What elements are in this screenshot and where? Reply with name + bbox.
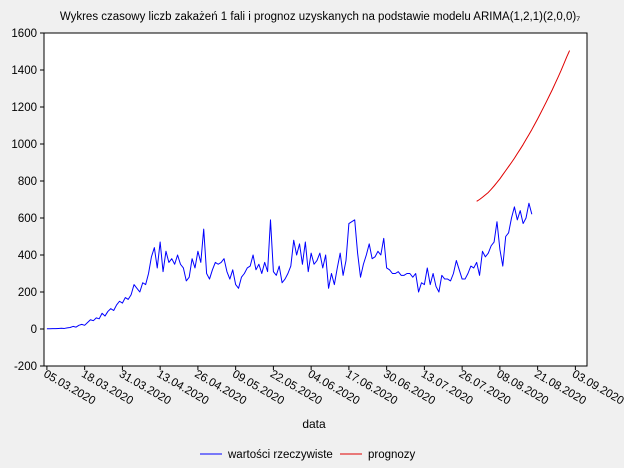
legend-label-0: wartości rzeczywiste — [227, 449, 333, 461]
chart-title: Wykres czasowy liczb zakażeń 1 fali i pr… — [60, 11, 580, 23]
y-tick-label: 800 — [18, 176, 37, 188]
y-tick-label: 0 — [31, 324, 37, 336]
y-axis: -200 0 200 400 600 800 1000 1200 1400 1600 — [11, 28, 44, 373]
x-axis-label: data — [302, 417, 326, 431]
y-tick-label: 1600 — [11, 28, 37, 40]
y-tick-label: 200 — [18, 287, 37, 299]
y-tick-label: 1000 — [11, 139, 37, 151]
legend-label-1: prognozy — [368, 449, 416, 461]
y-tick-label: 1200 — [11, 102, 37, 114]
y-tick-label: 400 — [18, 250, 37, 262]
y-tick-label: 1400 — [11, 65, 37, 77]
plot-area — [43, 32, 588, 367]
y-tick-label: 600 — [18, 213, 37, 225]
series-line-0 — [46, 202, 533, 330]
series-line-1 — [476, 50, 571, 202]
series-lines — [46, 50, 571, 330]
legend: wartości rzeczywiste prognozy — [200, 449, 416, 461]
y-tick-label: -200 — [14, 361, 37, 373]
